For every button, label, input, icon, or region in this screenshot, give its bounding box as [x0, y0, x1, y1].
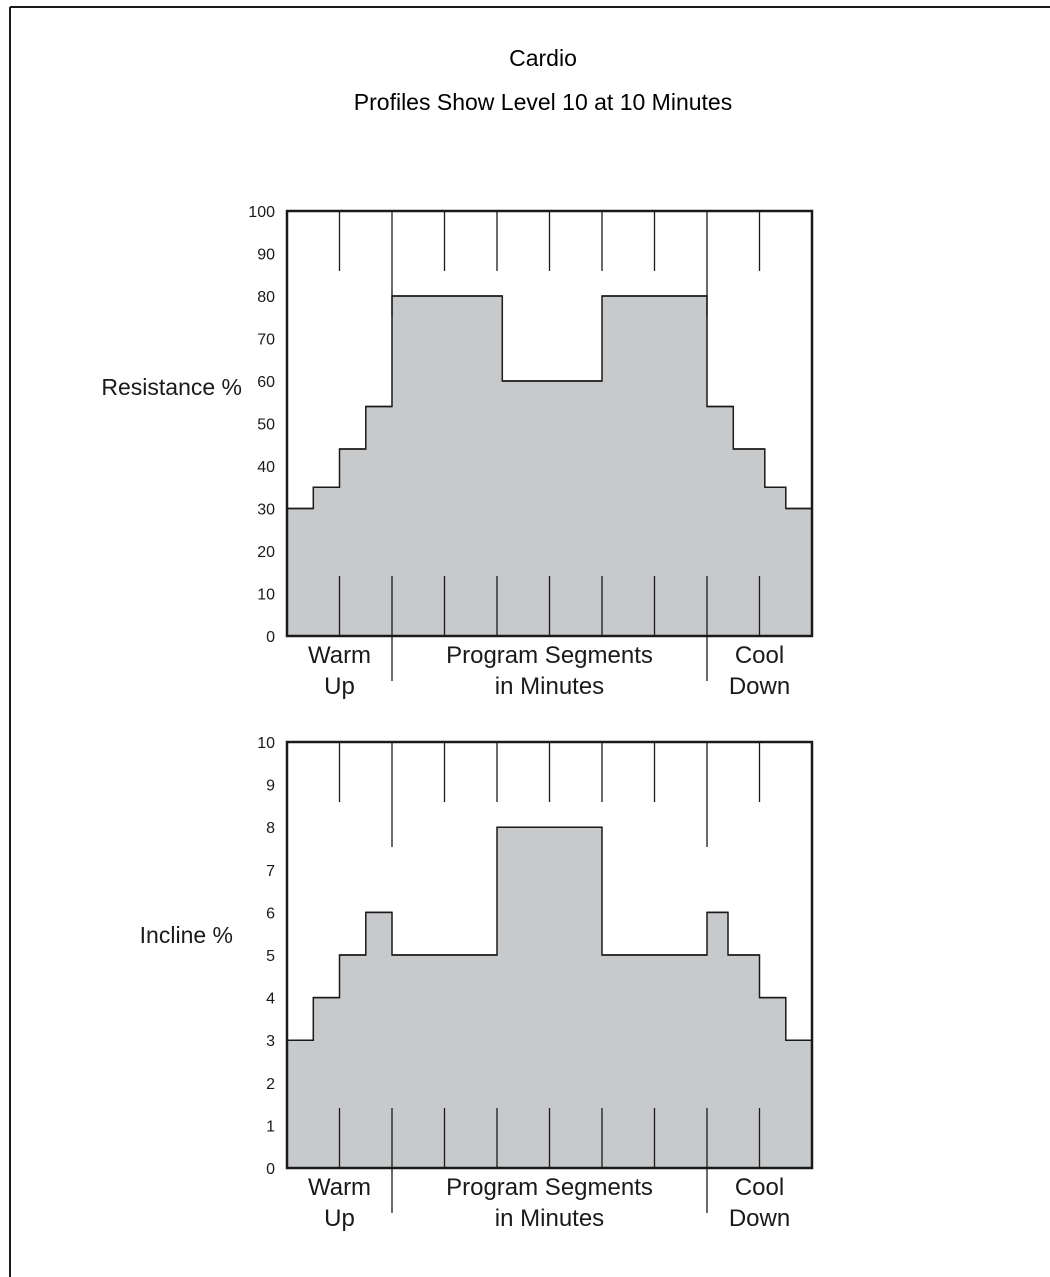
incline-chart: 0 1 2 3 4 5 6 7 8 9 10 Incline % Warm Up Program Segme… — [140, 735, 814, 1232]
y-tick-label: 10 — [257, 735, 275, 752]
warm-up-label-line-0: Warm — [308, 1174, 371, 1201]
y-tick-label: 80 — [257, 289, 275, 306]
program-label-line-1: in Minutes — [495, 673, 604, 700]
y-tick-label: 20 — [257, 544, 275, 561]
y-tick-label: 90 — [257, 247, 275, 264]
y-tick-label: 50 — [257, 417, 275, 434]
y-tick-label: 70 — [257, 332, 275, 349]
program-label-line-1: in Minutes — [495, 1205, 604, 1232]
y-tick-label: 2 — [266, 1076, 275, 1093]
warm-up-label-line-0: Warm — [308, 642, 371, 669]
y-tick-label: 8 — [266, 820, 275, 837]
cool-down-label-line-1: Down — [729, 673, 790, 700]
cool-down-label-line-0: Cool — [735, 642, 784, 669]
y-tick-label: 0 — [266, 1161, 275, 1178]
y-tick-label: 30 — [257, 502, 275, 519]
y-axis-label: Incline % — [140, 922, 233, 948]
resistance-chart: 0 10 20 30 40 50 60 70 80 90 100 Resistance % Warm Up… — [101, 204, 814, 700]
y-tick-label: 4 — [266, 991, 275, 1008]
y-tick-label: 0 — [266, 629, 275, 646]
y-tick-label: 40 — [257, 459, 275, 476]
chart-title: Cardio — [509, 45, 577, 71]
y-tick-label: 10 — [257, 587, 275, 604]
warm-up-label-line-1: Up — [324, 1205, 355, 1232]
cool-down-label-line-1: Down — [729, 1205, 790, 1232]
warm-up-label-line-1: Up — [324, 673, 355, 700]
cool-down-label-line-0: Cool — [735, 1174, 784, 1201]
y-tick-label: 60 — [257, 374, 275, 391]
y-tick-label: 5 — [266, 948, 275, 965]
y-tick-label: 6 — [266, 905, 275, 922]
y-axis-label: Resistance % — [101, 374, 242, 400]
y-tick-label: 7 — [266, 863, 275, 880]
y-tick-label: 100 — [248, 204, 275, 221]
chart-subtitle: Profiles Show Level 10 at 10 Minutes — [354, 89, 732, 115]
y-tick-label: 1 — [266, 1118, 275, 1135]
y-tick-label: 9 — [266, 778, 275, 795]
y-tick-label: 3 — [266, 1033, 275, 1050]
program-label-line-0: Program Segments — [446, 642, 653, 669]
program-label-line-0: Program Segments — [446, 1174, 653, 1201]
